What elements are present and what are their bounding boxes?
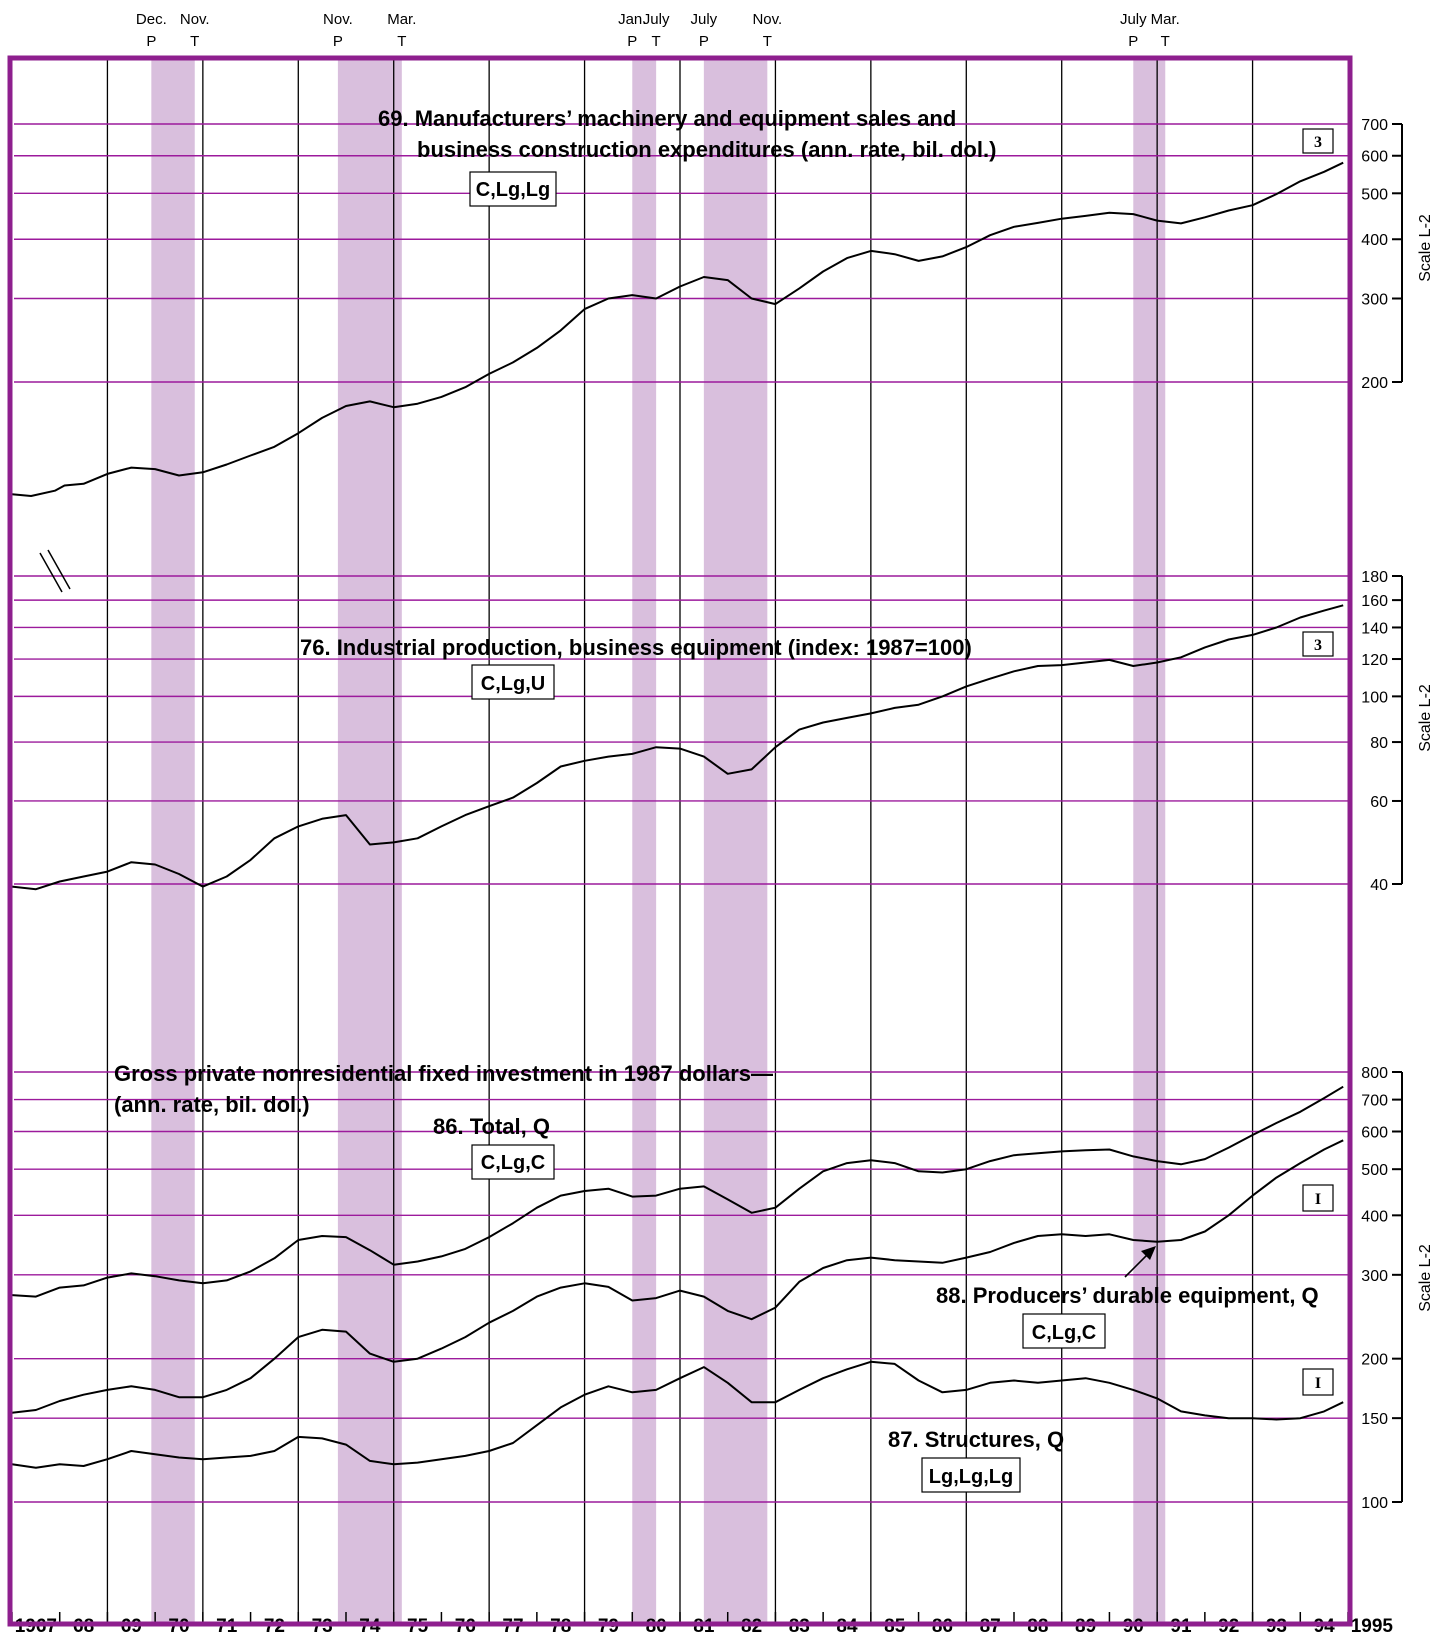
series86-label: 86. Total, Q xyxy=(433,1114,550,1139)
year-tick-label: 1995 xyxy=(1351,1616,1394,1637)
series-line-0-0 xyxy=(11,161,1344,497)
panel3-scale-label: Scale L-2 xyxy=(1417,1244,1434,1312)
recession-band xyxy=(632,60,657,1622)
series88-code: C,Lg,C xyxy=(1032,1322,1096,1344)
turning-point-month: Jan. xyxy=(618,11,646,28)
turning-point-type: P xyxy=(1128,33,1138,50)
value-tick-label: 150 xyxy=(1361,1411,1388,1428)
panel1-code: C,Lg,Lg xyxy=(476,179,550,201)
value-tick-label: 500 xyxy=(1361,1162,1388,1179)
panel3-title-line2: (ann. rate, bil. dol.) xyxy=(114,1092,310,1117)
value-tick-label: 400 xyxy=(1361,232,1388,249)
turning-point-month: Nov. xyxy=(180,11,210,28)
value-tick-label: 600 xyxy=(1361,1124,1388,1141)
panel1-title-line2: business construction expenditures (ann.… xyxy=(417,137,996,162)
series87-code-box xyxy=(921,1457,1021,1493)
series87-code: Lg,Lg,Lg xyxy=(929,1466,1013,1488)
recession-band xyxy=(703,60,768,1622)
panel3-box-upper xyxy=(1302,1184,1334,1212)
turning-point-labels: Dec. P Nov. T Nov. P Mar. T Jan. P July T July P Nov. T… xyxy=(136,11,1180,50)
panel1-title-line1: 69. Manufacturers’ machinery and equipme… xyxy=(378,106,956,131)
value-tick-label: 800 xyxy=(1361,1065,1388,1082)
panel2-code-box xyxy=(471,664,555,700)
value-tick-label: 180 xyxy=(1361,569,1388,586)
value-tick-label: 700 xyxy=(1361,1093,1388,1110)
turning-point-month: Dec. xyxy=(136,11,167,28)
value-tick-label: 400 xyxy=(1361,1208,1388,1225)
series86-code-box xyxy=(471,1144,555,1180)
panel3-box-upper-label: I xyxy=(1315,1191,1321,1208)
panel2-title: 76. Industrial production, business equi… xyxy=(300,635,972,660)
series-line-2-2 xyxy=(11,1360,1344,1469)
panel2-scale-label: Scale L-2 xyxy=(1417,684,1434,752)
value-tick-label: 100 xyxy=(1361,689,1388,706)
turning-point-month: July xyxy=(643,11,670,28)
right-value-axes: 200 300 400 500 600 700 40 60 80 100 120 140 160 180 1… xyxy=(1361,117,1403,1512)
value-tick-label: 140 xyxy=(1361,620,1388,637)
turning-point-type: P xyxy=(699,33,709,50)
series87-label: 87. Structures, Q xyxy=(888,1427,1064,1452)
turning-point-type: T xyxy=(1161,33,1170,50)
series88-pointer-head xyxy=(1141,1246,1156,1260)
turning-point-month: July xyxy=(1120,11,1147,28)
panel1-scale-label: Scale L-2 xyxy=(1417,214,1434,282)
data-series xyxy=(11,161,1344,1469)
year-gridlines xyxy=(106,60,1254,1622)
turning-point-type: P xyxy=(333,33,343,50)
value-tick-label: 160 xyxy=(1361,593,1388,610)
turning-point-month: July xyxy=(691,11,718,28)
recession-band xyxy=(337,60,402,1622)
turning-point-type: P xyxy=(627,33,637,50)
turning-point-type: T xyxy=(763,33,772,50)
value-tick-label: 120 xyxy=(1361,652,1388,669)
panel3-title-line1: Gross private nonresidential fixed inves… xyxy=(114,1061,773,1086)
recession-band xyxy=(1133,60,1166,1622)
series88-label: 88. Producers’ durable equipment, Q xyxy=(936,1283,1319,1308)
panel3-box-lower-label: I xyxy=(1315,1375,1321,1392)
turning-point-type: T xyxy=(397,33,406,50)
value-tick-label: 40 xyxy=(1370,877,1388,894)
series88-code-box xyxy=(1022,1313,1106,1349)
value-tick-label: 60 xyxy=(1370,794,1388,811)
value-tick-label: 600 xyxy=(1361,149,1388,166)
plot-frame xyxy=(7,55,1353,1627)
series-line-2-1 xyxy=(11,1139,1344,1414)
value-tick-label: 500 xyxy=(1361,186,1388,203)
turning-point-month: Nov. xyxy=(752,11,782,28)
panel1-code-box xyxy=(469,171,557,207)
series86-code: C,Lg,C xyxy=(481,1152,545,1174)
value-tick-label: 200 xyxy=(1361,375,1388,392)
panel2-code: C,Lg,U xyxy=(481,673,545,695)
value-tick-label: 80 xyxy=(1370,735,1388,752)
panel1-box-label: 3 xyxy=(1314,134,1322,151)
break-mark xyxy=(39,552,63,593)
value-tick-label: 700 xyxy=(1361,117,1388,134)
panel2-box-label: 3 xyxy=(1314,637,1322,654)
panel3-box-lower xyxy=(1302,1368,1334,1396)
turning-point-type: T xyxy=(652,33,661,50)
break-mark xyxy=(47,549,71,590)
turning-point-month: Nov. xyxy=(323,11,353,28)
series-line-1-0 xyxy=(11,604,1344,891)
recession-band xyxy=(151,60,195,1622)
turning-point-type: T xyxy=(190,33,199,50)
value-tick-label: 300 xyxy=(1361,1268,1388,1285)
turning-point-month: Mar. xyxy=(387,11,416,28)
value-gridlines xyxy=(14,123,1348,1503)
turning-point-type: P xyxy=(146,33,156,50)
value-tick-label: 300 xyxy=(1361,291,1388,308)
recession-shading xyxy=(151,60,1166,1622)
value-tick-label: 200 xyxy=(1361,1352,1388,1369)
series-line-2-0 xyxy=(11,1085,1344,1298)
panel2-box xyxy=(1302,631,1334,657)
turning-point-month: Mar. xyxy=(1151,11,1180,28)
panel1-box xyxy=(1302,128,1334,154)
value-tick-label: 100 xyxy=(1361,1495,1388,1512)
